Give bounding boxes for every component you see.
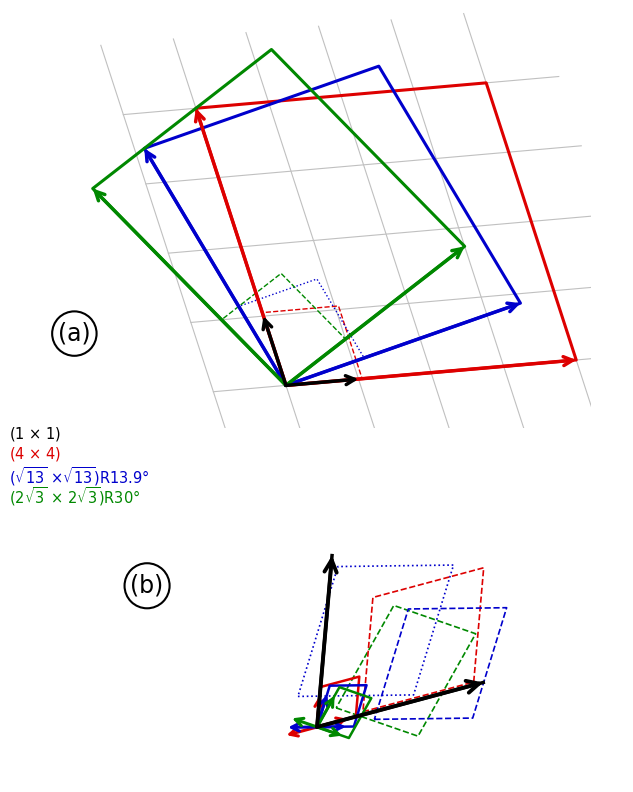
Text: ($\sqrt{13}$ $\times$$\sqrt{13}$)R13.9°: ($\sqrt{13}$ $\times$$\sqrt{13}$)R13.9° bbox=[9, 465, 149, 488]
Text: (b): (b) bbox=[130, 573, 164, 598]
Text: (a): (a) bbox=[58, 322, 91, 345]
Text: (2$\sqrt{3}$ $\times$ 2$\sqrt{3}$)R30°: (2$\sqrt{3}$ $\times$ 2$\sqrt{3}$)R30° bbox=[9, 485, 141, 508]
Text: (1 $\times$ 1): (1 $\times$ 1) bbox=[9, 425, 61, 444]
Text: (4 $\times$ 4): (4 $\times$ 4) bbox=[9, 445, 61, 463]
